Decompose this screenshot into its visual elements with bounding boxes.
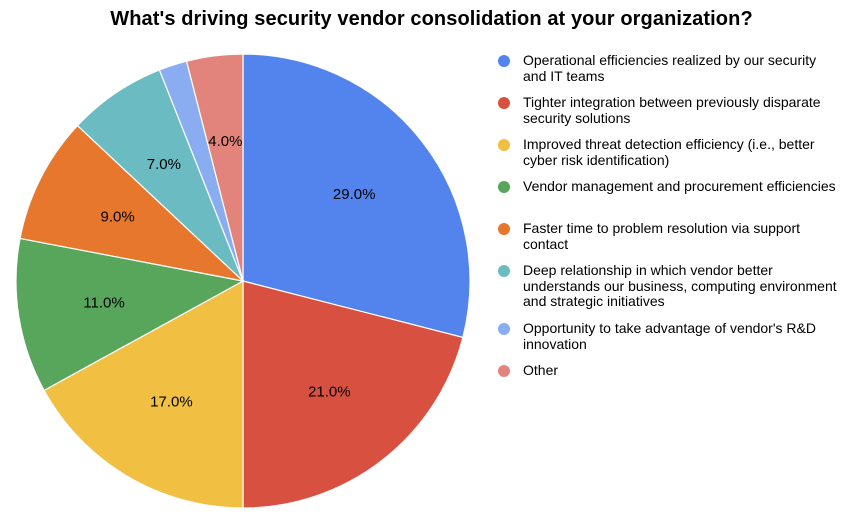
legend-item-faster-time-to-problem-resolution-via-su[interactable]: Faster time to problem resolution via su… <box>498 220 858 252</box>
pie-slice-improved-threat-detection-efficiency-i-e[interactable] <box>43 279 244 509</box>
legend-swatch <box>498 55 510 67</box>
legend-label: Tighter integration between previously d… <box>523 94 821 126</box>
legend-label: Operational efficiencies realized by our… <box>523 52 817 84</box>
legend-item-improved-threat-detection-efficiency-i-e[interactable]: Improved threat detection efficiency (i.… <box>498 136 858 168</box>
legend-label: Vendor management and procurement effici… <box>523 178 836 194</box>
legend-label: Other <box>523 362 559 378</box>
legend-swatch <box>498 181 510 193</box>
slice-data-label: 7.0% <box>147 156 181 173</box>
slice-data-label: 17.0% <box>150 394 193 411</box>
legend-swatch <box>498 97 510 109</box>
slice-data-label: 11.0% <box>83 295 124 312</box>
legend-label: Deep relationship in which vendor better… <box>523 262 837 309</box>
chart-title: What's driving security vendor consolida… <box>110 8 753 30</box>
legend-label: Improved threat detection efficiency (i.… <box>523 136 815 168</box>
legend-swatch <box>498 223 510 235</box>
legend-swatch <box>498 365 510 377</box>
legend-item-opportunity-to-take-advantage-of-vendor-[interactable]: Opportunity to take advantage of vendor'… <box>498 320 858 352</box>
pie-slice-tighter-integration-between-previously-d[interactable] <box>242 280 464 509</box>
pie-slice-faster-time-to-problem-resolution-via-su[interactable] <box>19 124 245 282</box>
pie-slice-operational-efficiencies-realized-by-our[interactable] <box>242 53 471 339</box>
legend-item-deep-relationship-in-which-vendor-better[interactable]: Deep relationship in which vendor better… <box>498 262 858 310</box>
pie-slice-vendor-management-and-procurement-effici[interactable] <box>15 237 245 392</box>
pie-slice-other[interactable] <box>185 53 244 282</box>
slice-data-label: 29.0% <box>333 186 376 203</box>
legend-item-vendor-management-and-procurement-effici[interactable]: Vendor management and procurement effici… <box>498 178 858 195</box>
slice-data-label: 21.0% <box>308 384 351 401</box>
legend-swatch <box>498 265 510 277</box>
legend-item-tighter-integration-between-previously-d[interactable]: Tighter integration between previously d… <box>498 94 858 126</box>
legend-item-operational-efficiencies-realized-by-our[interactable]: Operational efficiencies realized by our… <box>498 52 858 84</box>
legend-label: Opportunity to take advantage of vendor'… <box>523 320 816 352</box>
slice-data-label: 9.0% <box>100 209 134 226</box>
legend-item-other[interactable]: Other <box>498 362 858 379</box>
legend-swatch <box>498 323 510 335</box>
legend-label: Faster time to problem resolution via su… <box>523 220 801 252</box>
slice-data-label: 4.0% <box>208 133 242 150</box>
legend-swatch <box>498 139 510 151</box>
